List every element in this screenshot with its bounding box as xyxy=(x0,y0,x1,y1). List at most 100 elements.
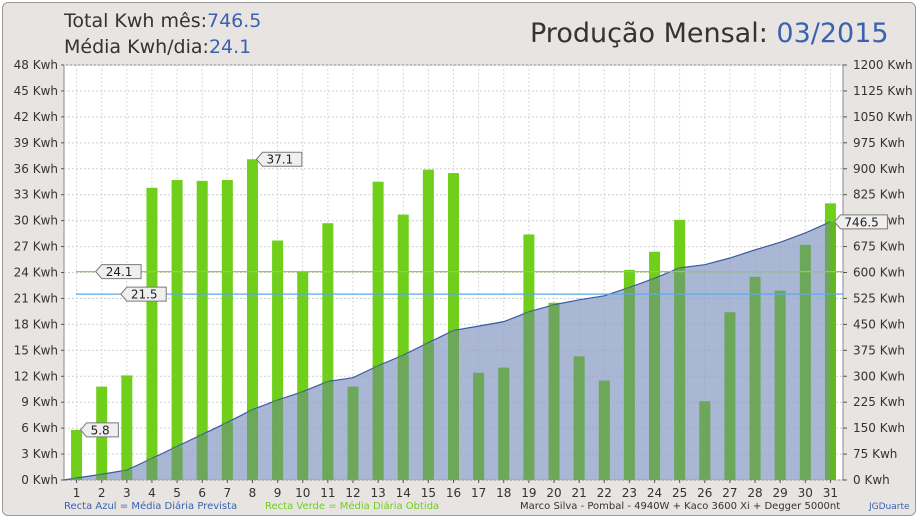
y-right-tick-label: 375 Kwh xyxy=(853,343,905,357)
y-right-tick-label: 0 Kwh xyxy=(853,473,890,487)
x-tick-label: 17 xyxy=(471,486,486,500)
bar-shade-day-18 xyxy=(498,367,510,480)
bar-day-3 xyxy=(121,375,133,480)
bar-shade-day-15 xyxy=(422,342,434,480)
x-tick-label: 1 xyxy=(73,486,81,500)
bar-day-6 xyxy=(196,180,208,480)
x-tick-label: 26 xyxy=(697,486,712,500)
bar-day-16 xyxy=(448,173,459,480)
x-tick-label: 4 xyxy=(148,486,156,500)
y-right-tick-label: 75 Kwh xyxy=(853,447,897,461)
bar-shade-day-1 xyxy=(71,477,83,480)
bar-shade-day-7 xyxy=(221,422,233,480)
y-left-tick-label: 18 Kwh xyxy=(14,317,58,331)
y-right-tick-label: 150 Kwh xyxy=(853,421,905,435)
y-right-tick-label: 1050 Kwh xyxy=(853,110,913,124)
x-tick-label: 31 xyxy=(823,486,838,500)
bar-shade-day-17 xyxy=(473,372,485,480)
y-right-tick-label: 675 Kwh xyxy=(853,240,905,254)
bar-shade-day-31 xyxy=(824,221,836,480)
y-left-tick-label: 6 Kwh xyxy=(21,421,58,435)
bar-day-4 xyxy=(146,187,158,481)
y-right-tick-label: 225 Kwh xyxy=(853,395,905,409)
x-tick-label: 13 xyxy=(370,486,385,500)
bar-shade-day-3 xyxy=(121,470,133,480)
bar-shade-day-6 xyxy=(196,434,208,480)
bar-shade-day-4 xyxy=(146,458,158,480)
bar-shade-day-14 xyxy=(397,355,409,480)
cumulative-line xyxy=(63,221,831,481)
average-kwh-value: 24.1 xyxy=(208,36,252,58)
bar-shade-day-22 xyxy=(598,380,610,480)
x-tick-label: 21 xyxy=(572,486,587,500)
callout-5.8: 5.8 xyxy=(91,423,110,437)
total-kwh-value: 746.5 xyxy=(207,10,262,32)
x-tick-label: 22 xyxy=(597,486,612,500)
reference-label-24.1-box xyxy=(95,264,142,280)
bar-shade-day-27 xyxy=(724,312,736,480)
x-tick-label: 10 xyxy=(295,486,310,500)
bar-shade-day-12 xyxy=(347,386,359,480)
bar-day-1 xyxy=(71,429,83,480)
y-right-tick-label: 900 Kwh xyxy=(853,162,905,176)
bar-shade-day-21 xyxy=(573,356,585,480)
x-tick-label: 2 xyxy=(98,486,106,500)
x-tick-label: 20 xyxy=(546,486,561,500)
y-left-tick-label: 27 Kwh xyxy=(14,240,58,254)
bar-shade-day-20 xyxy=(548,304,560,480)
reference-label-21.5-box xyxy=(120,286,167,302)
y-left-tick-label: 12 Kwh xyxy=(14,369,58,383)
reference-label-24.1: 24.1 xyxy=(106,265,133,279)
bar-shade-day-10 xyxy=(297,391,309,480)
x-tick-label: 27 xyxy=(722,486,737,500)
x-tick-label: 15 xyxy=(421,486,436,500)
x-tick-label: 16 xyxy=(446,486,461,500)
bar-day-13 xyxy=(372,181,384,480)
bar-shade-day-28 xyxy=(749,276,761,480)
bar-shade-day-30 xyxy=(799,244,811,480)
bar-shade-day-9 xyxy=(272,400,284,480)
y-left-tick-label: 36 Kwh xyxy=(14,162,58,176)
y-left-tick-label: 9 Kwh xyxy=(21,395,58,409)
chart-title-period: 03/2015 xyxy=(776,18,889,49)
callout-37.1: 37.1 xyxy=(266,153,293,167)
x-tick-label: 30 xyxy=(798,486,813,500)
y-left-tick-label: 21 Kwh xyxy=(14,291,58,305)
bar-shade-day-8 xyxy=(246,409,258,480)
x-tick-label: 14 xyxy=(396,486,411,500)
callout-5.8-box xyxy=(79,422,119,438)
bar-shade-day-25 xyxy=(674,267,686,480)
y-left-tick-label: 0 Kwh xyxy=(21,473,58,487)
y-right-tick-label: 300 Kwh xyxy=(853,369,905,383)
bar-day-14 xyxy=(397,214,409,480)
x-tick-label: 7 xyxy=(224,486,232,500)
y-left-tick-label: 24 Kwh xyxy=(14,266,58,280)
bar-shade-day-2 xyxy=(96,474,108,480)
x-tick-label: 8 xyxy=(249,486,257,500)
y-right-tick-label: 975 Kwh xyxy=(853,136,905,150)
y-right-tick-label: 1125 Kwh xyxy=(853,84,913,98)
chart-title: Produção Mensal: 03/2015 xyxy=(530,18,889,49)
x-tick-label: 23 xyxy=(622,486,637,500)
bar-day-11 xyxy=(322,223,334,480)
author-credit: JGDuarte xyxy=(869,502,910,512)
bar-shade-day-19 xyxy=(523,311,535,480)
bar-shade-day-5 xyxy=(171,446,183,480)
bar-day-8 xyxy=(246,159,258,481)
bar-day-15 xyxy=(422,169,434,481)
bar-shade-day-29 xyxy=(774,290,786,480)
y-right-tick-label: 450 Kwh xyxy=(853,317,905,331)
x-tick-label: 28 xyxy=(747,486,762,500)
y-right-tick-label: 1200 Kwh xyxy=(853,58,913,72)
x-tick-label: 3 xyxy=(123,486,131,500)
x-tick-label: 18 xyxy=(496,486,511,500)
callout-37.1-box xyxy=(255,151,303,167)
x-tick-label: 25 xyxy=(672,486,687,500)
average-kwh-label: Média Kwh/dia: xyxy=(64,36,209,58)
bar-day-9 xyxy=(272,240,284,480)
y-left-tick-label: 42 Kwh xyxy=(14,110,58,124)
callout-746.5: 746.5 xyxy=(844,215,878,229)
bar-shade-day-26 xyxy=(699,401,711,480)
bar-day-7 xyxy=(221,179,233,481)
